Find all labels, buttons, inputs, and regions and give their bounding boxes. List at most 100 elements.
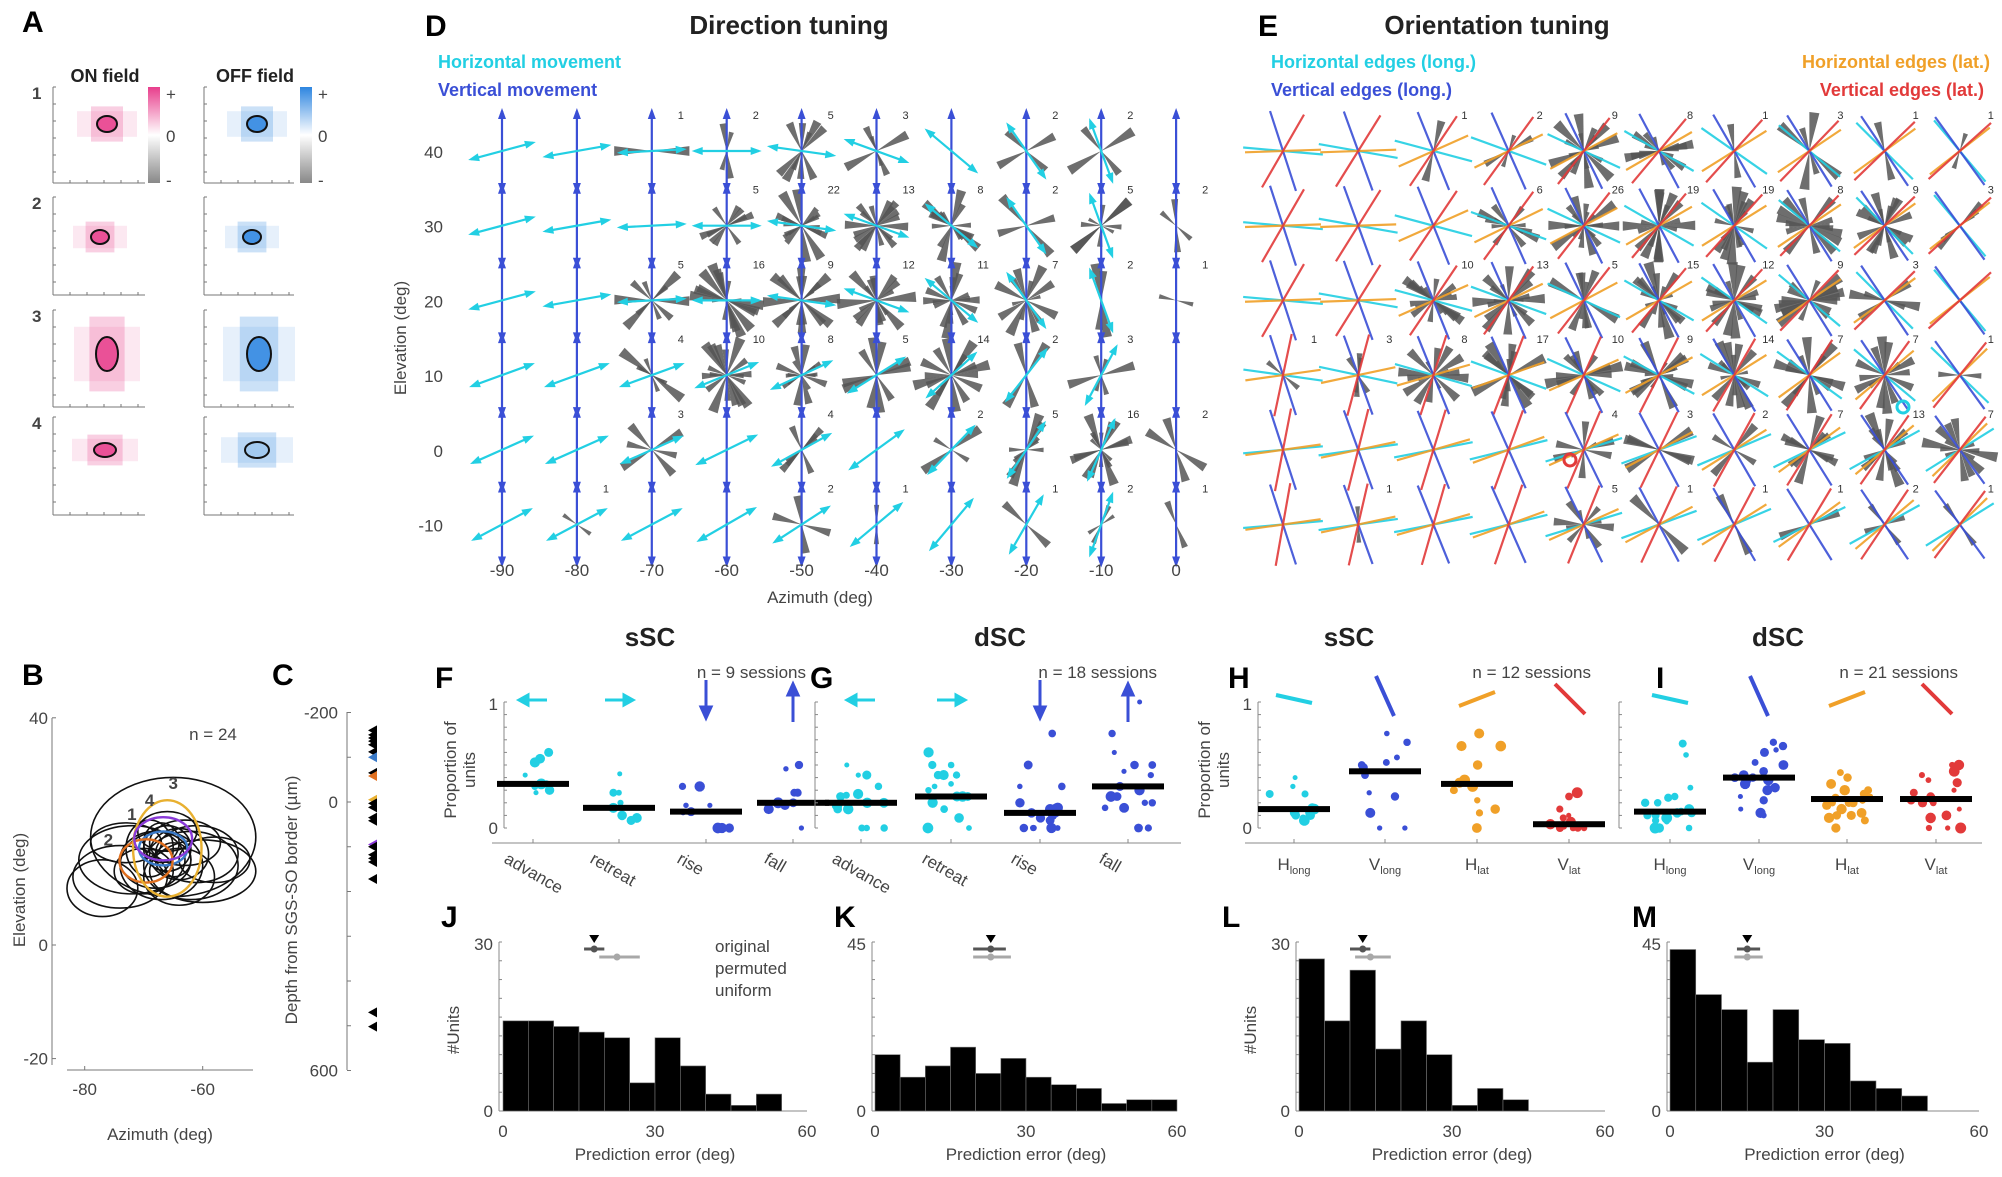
session-point	[1836, 769, 1844, 777]
tuning-wedge	[801, 119, 822, 151]
category-0: Hlong	[1258, 693, 1330, 877]
unit-count: 12	[903, 259, 915, 271]
horizontal-movement-arrow	[928, 426, 975, 474]
horizontal-movement-arrow	[769, 220, 834, 232]
arrowhead	[675, 145, 687, 154]
arrowhead	[722, 108, 731, 119]
arrowhead	[824, 299, 837, 308]
histogram-bar	[604, 1037, 630, 1112]
tuning-wedge	[1026, 214, 1056, 226]
tuning-wedge	[1884, 341, 1894, 376]
tuning-wedge	[1555, 372, 1584, 380]
category-3	[1092, 680, 1164, 843]
arrowhead	[893, 429, 905, 439]
session-point	[1495, 740, 1507, 752]
orientation-glyph	[1696, 412, 1772, 488]
b-xtick-label: -60	[190, 1080, 215, 1099]
legend-vertical-edges-long: Vertical edges (long.)	[1271, 80, 1452, 100]
session-point	[1664, 793, 1673, 802]
tuning-wedge	[1089, 438, 1102, 450]
hist-ytick-label: 45	[1642, 935, 1661, 954]
tuning-wedge	[1101, 449, 1111, 466]
session-point	[862, 770, 872, 780]
vertical-edge-lat-line	[1567, 485, 1601, 564]
category-main: V	[1558, 855, 1570, 874]
rf-ellipse	[178, 836, 251, 884]
session-point	[1846, 810, 1856, 820]
horizontal-movement-arrow	[470, 216, 534, 236]
tuning-wedge	[801, 211, 821, 226]
category-label: retreat	[919, 849, 971, 890]
session-point	[1683, 752, 1689, 758]
colorbar-zero-label: 0	[318, 127, 327, 146]
tuning-wedge	[712, 225, 727, 247]
tuning-wedge	[1158, 294, 1177, 301]
unit-count: 8	[1837, 185, 1843, 197]
session-point	[1029, 824, 1037, 832]
orientation-glyph	[1853, 336, 1916, 415]
rf-ellipse-highlight	[118, 838, 174, 884]
vertical-edge-lat-line	[1261, 188, 1305, 263]
n-sessions-label: n = 12 sessions	[1472, 663, 1591, 682]
tuning-wedge	[1101, 449, 1113, 462]
session-point	[1955, 822, 1967, 834]
tuning-wedge	[707, 262, 727, 301]
arrowhead	[966, 351, 978, 363]
tuning-wedge	[708, 225, 727, 244]
median-bar	[1258, 806, 1330, 813]
tuning-wedge	[1776, 205, 1810, 226]
arrowhead	[1172, 332, 1181, 344]
vertical-edge-lat-line	[1335, 114, 1382, 188]
tuning-wedge	[852, 225, 877, 238]
horizontal-movement-arrow	[929, 499, 973, 550]
direction-glyph	[928, 481, 974, 568]
median-bar	[1634, 808, 1706, 815]
strip-title: dSC	[974, 622, 1026, 652]
on-field-map	[52, 86, 145, 184]
d-ytick-label: 0	[434, 442, 443, 461]
orientation-glyph	[1853, 115, 1916, 187]
session-point	[1456, 741, 1467, 752]
tuning-wedge	[1583, 505, 1601, 525]
on-field-map	[52, 309, 145, 408]
tuning-wedge	[1550, 225, 1584, 252]
vertical-edge-lat-line	[1713, 486, 1755, 563]
tuning-wedge	[1067, 375, 1102, 389]
unit-count: 1	[1762, 110, 1768, 122]
arrowhead	[797, 406, 806, 418]
arrowhead	[963, 497, 974, 509]
arrowhead	[620, 532, 633, 541]
tuning-wedge	[1563, 353, 1584, 376]
session-point	[1023, 760, 1033, 770]
legend-vertical-movement: Vertical movement	[438, 80, 597, 100]
direction-glyph	[545, 481, 608, 568]
arrowhead	[1089, 118, 1097, 130]
tuning-wedge	[1101, 127, 1136, 151]
horizontal-movement-arrow	[1089, 195, 1114, 257]
tuning-wedge	[1809, 223, 1830, 229]
hist-xtick-label: 60	[798, 1122, 817, 1141]
rf-ellipse-highlight	[133, 816, 194, 862]
direction-glyph	[614, 257, 690, 344]
direction-glyph	[1066, 108, 1136, 194]
median-bar	[757, 799, 829, 806]
arrowhead	[924, 128, 936, 139]
arrowhead	[1097, 406, 1106, 418]
tuning-wedge	[701, 372, 727, 380]
arrowhead	[965, 424, 976, 436]
arrowhead	[1034, 494, 1044, 506]
session-point	[858, 824, 866, 832]
session-point	[1759, 796, 1768, 805]
unit-count: 19	[1762, 185, 1774, 197]
tuning-wedge	[876, 291, 917, 302]
histogram-bar	[756, 1093, 782, 1112]
rf-contour	[242, 229, 262, 245]
arrowhead	[524, 215, 536, 224]
colorbar-minus-label: -	[318, 171, 324, 190]
unit-count: 3	[1913, 259, 1919, 271]
tuning-wedge	[1798, 197, 1810, 226]
session-point	[1663, 818, 1670, 825]
tuning-wedge	[1884, 197, 1904, 226]
direction-glyph	[691, 182, 762, 269]
tuning-wedge	[1884, 300, 1921, 312]
